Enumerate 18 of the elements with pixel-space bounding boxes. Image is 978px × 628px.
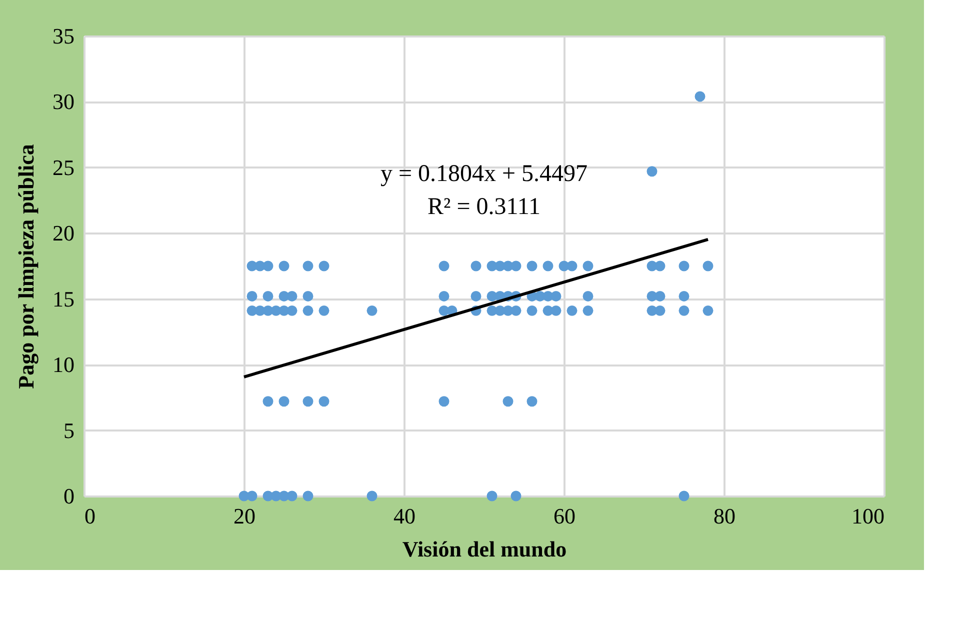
x-tick-label: 100 xyxy=(852,504,884,528)
y-tick-label: 0 xyxy=(64,484,74,508)
annotation: R² = 0.3111 xyxy=(428,194,540,220)
x-tick-label: 80 xyxy=(714,504,736,528)
x-tick-label: 0 xyxy=(84,504,96,528)
x-tick-label: 40 xyxy=(394,504,416,528)
y-tick-label: 15 xyxy=(52,286,74,312)
y-tick-label: 30 xyxy=(52,89,74,114)
y-tick-label: 5 xyxy=(64,418,74,443)
annotation: y = 0.1804x + 5.4497 xyxy=(380,161,588,187)
y-tick-label: 20 xyxy=(52,220,74,246)
y-tick-label: 35 xyxy=(52,24,74,48)
x-axis-title: Visión del mundo xyxy=(402,536,567,562)
x-tick-label: 60 xyxy=(554,504,576,528)
y-axis-title: Pago por limpieza pública xyxy=(14,144,38,389)
y-tick-label: 25 xyxy=(52,154,74,180)
x-tick-label: 20 xyxy=(234,504,256,528)
y-tick-label: 10 xyxy=(52,352,74,378)
